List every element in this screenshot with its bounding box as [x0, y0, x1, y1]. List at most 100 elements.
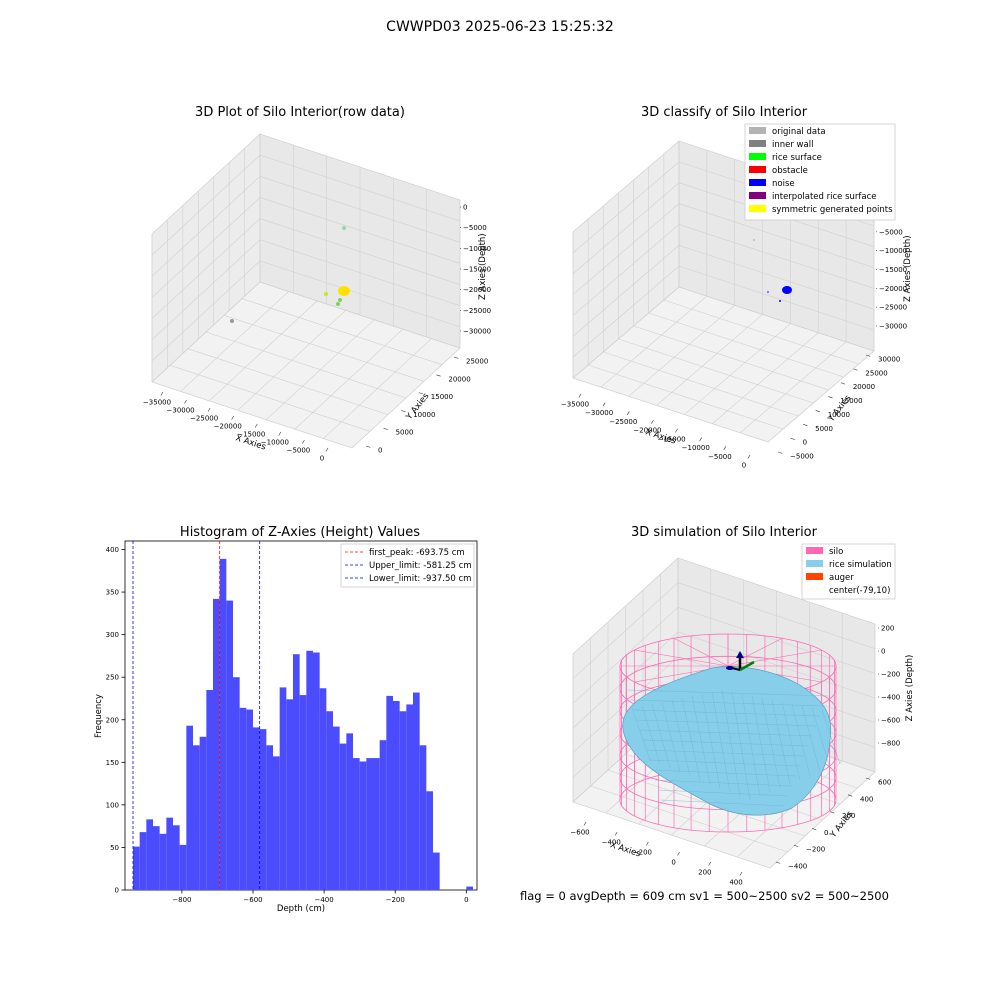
y-tick-label: 50 [110, 844, 119, 852]
tick-mark [646, 841, 649, 846]
panel1-points [230, 226, 350, 323]
hist-bar [353, 758, 360, 890]
tick-mark [803, 424, 808, 426]
grid-y [169, 365, 371, 432]
grid-y [223, 315, 425, 382]
silo-spoke [673, 638, 729, 667]
tick-mark [840, 382, 846, 385]
legend-swatch [749, 153, 766, 160]
legend-swatch [806, 573, 823, 580]
status-footer: flag = 0 avgDepth = 609 cm sv1 = 500~250… [520, 889, 889, 903]
tick-mark [723, 446, 727, 450]
legend-swatch [749, 179, 766, 186]
hist-bar [179, 844, 187, 890]
panel4-legend: silo rice simulation auger center(-79,10) [801, 543, 896, 600]
z-tick-label: −10000 [879, 247, 907, 255]
legend-swatch [749, 127, 766, 134]
tick-mark [254, 423, 258, 428]
z-tick-label: −600 [881, 717, 900, 725]
x-tick-label: −20000 [214, 423, 242, 431]
point-green [336, 302, 340, 306]
hist-bar [393, 701, 400, 890]
mesh-line [636, 719, 817, 727]
x-tick-label: −10000 [682, 444, 710, 452]
grid-z [151, 239, 261, 340]
grid-z [572, 182, 680, 274]
tick-mark [578, 393, 582, 398]
y-tick-label: 0 [824, 829, 828, 837]
grid-z [678, 224, 875, 289]
mesh-line [631, 707, 651, 761]
noise-point [753, 239, 755, 241]
hist-bar [199, 736, 207, 890]
grid-y [572, 377, 769, 443]
mesh-line [801, 705, 821, 773]
mesh-line [671, 699, 691, 777]
mesh-line [691, 695, 711, 785]
grid-z [572, 656, 679, 753]
tick-mark [651, 419, 654, 424]
grid-z [259, 218, 461, 285]
hist-bar [246, 709, 253, 890]
tick-mark [383, 427, 388, 430]
x-tick-label: −25000 [190, 415, 218, 423]
tick-mark [829, 811, 835, 814]
grid-y [151, 381, 353, 449]
grid-y [633, 325, 829, 391]
rice-simulation-surface [622, 666, 841, 816]
tick-mark [302, 439, 305, 444]
legend-frame [340, 543, 475, 588]
panel1-ticks: −35000−30000−25000−20000−15000−10000−500… [143, 204, 491, 463]
mesh-line [701, 693, 721, 789]
x-tick-label: −600 [243, 896, 262, 904]
tick-mark [365, 445, 371, 448]
grid-z [259, 260, 461, 328]
center-cap [726, 666, 734, 670]
tick-mark [278, 431, 282, 436]
x-tick-label: 400 [729, 879, 742, 887]
noise-point [779, 300, 781, 302]
tick-mark [747, 454, 751, 459]
y-tick-label: 10000 [413, 411, 435, 419]
hist-bar [346, 733, 353, 890]
grid-z [259, 239, 461, 306]
grid-y [590, 785, 788, 853]
panel1-axes-box [151, 133, 461, 449]
tick-mark [793, 844, 799, 847]
tick-mark [847, 794, 853, 797]
mesh-line [821, 709, 841, 765]
tick-mark [325, 447, 329, 452]
x-tick-label: −5000 [708, 453, 732, 461]
grid-z [151, 281, 261, 383]
tick-mark [811, 828, 817, 831]
grid-z [572, 140, 680, 233]
hist-bar [186, 725, 193, 890]
grid-y [588, 364, 784, 430]
legend-label: Upper_limit: -581.25 cm [369, 561, 472, 571]
hist-bar [259, 729, 267, 890]
legend-label: interpolated rice surface [772, 192, 877, 202]
tick-mark [626, 411, 630, 416]
legend-swatch [749, 166, 766, 173]
z-tick-label: −15000 [463, 266, 491, 274]
grid-x [767, 350, 875, 443]
hist-bar [153, 826, 160, 890]
arrow-head [736, 651, 744, 658]
grid-x [739, 341, 847, 434]
mesh-line [645, 749, 805, 757]
mesh-line [651, 703, 671, 769]
hist-ticks: −800 −600 −400 −200 0 0 50 100 150 200 250 300 350 40… [106, 546, 469, 904]
mesh-line [731, 691, 751, 801]
x-tick-label: −600 [570, 829, 589, 837]
silo-spoke [727, 638, 783, 667]
tick-mark [418, 392, 424, 395]
noise-cluster [782, 286, 792, 294]
tick-mark [865, 777, 871, 780]
hist-ylabel: Frequency [94, 694, 104, 738]
grid-z [151, 218, 261, 319]
grid-z [572, 631, 679, 729]
grid-z [678, 245, 875, 310]
hist-bar [273, 756, 280, 890]
panel2-points [753, 239, 792, 302]
x-tick-label: −30000 [585, 409, 613, 417]
